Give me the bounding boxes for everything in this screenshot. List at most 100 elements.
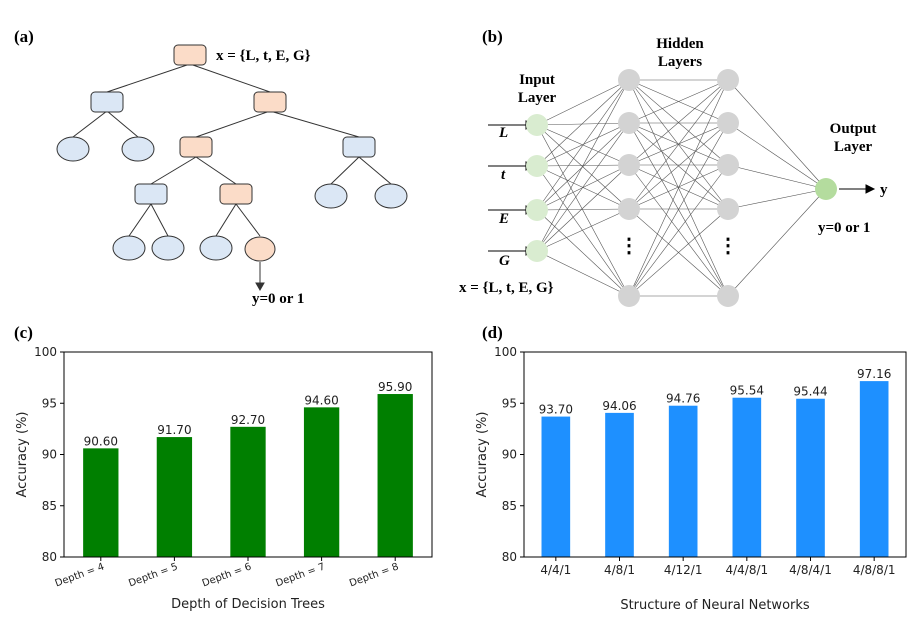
x-tick-label: Depth = 5	[127, 561, 179, 589]
bar	[668, 405, 698, 557]
tree-decision-node	[219, 183, 253, 205]
y-tick-label: 90	[502, 448, 517, 462]
bar-chart-decision-tree-depth: 80 85 90 95 100 90.60 Depth = 4 91.70 Depth = 5 9…	[15, 345, 433, 612]
decision-tree-diagram: (a)	[14, 27, 408, 307]
y-tick-label: 85	[502, 499, 517, 513]
x-axis-label: Depth of Decision Trees	[171, 597, 325, 612]
input-var-L: L	[498, 125, 508, 141]
input-neuron	[526, 114, 548, 136]
network-connection	[536, 122, 630, 211]
bar	[303, 407, 340, 557]
network-connection	[727, 164, 827, 190]
network-connection	[727, 188, 827, 210]
bar	[156, 437, 193, 557]
bar-value-label: 90.60	[84, 434, 118, 448]
tree-output-annotation: y=0 or 1	[252, 291, 304, 307]
input-neuron	[526, 199, 548, 221]
tree-leaf-node	[112, 235, 146, 261]
hidden-neuron	[717, 198, 739, 220]
tree-leaf-node	[314, 183, 348, 209]
input-layer-title-line1: Input	[519, 72, 555, 88]
network-connection	[628, 164, 729, 297]
output-layer-title-line1: Output	[830, 121, 877, 137]
y-axis-label: Accuracy (%)	[15, 412, 30, 498]
tree-edges	[72, 63, 392, 292]
input-var-t: t	[501, 167, 506, 183]
y-tick-label: 80	[502, 550, 517, 564]
hidden-neuron	[717, 154, 739, 176]
tree-decision-node	[179, 136, 213, 158]
hidden-layer-1-ellipsis: ⋮	[619, 235, 639, 257]
network-connection	[727, 188, 827, 297]
bar-value-label: 92.70	[231, 413, 265, 427]
hidden-neuron	[618, 285, 640, 307]
tree-leaf-node	[121, 136, 155, 162]
output-neuron	[815, 178, 837, 200]
bar	[377, 394, 413, 557]
bar	[541, 416, 571, 557]
bar-value-label: 95.54	[730, 384, 764, 398]
network-nodes	[526, 69, 837, 307]
plot-frame	[523, 351, 907, 558]
hidden-neuron	[717, 285, 739, 307]
plot-frame	[63, 351, 433, 558]
network-connection	[628, 79, 729, 124]
network-connection	[628, 122, 729, 210]
tree-leaf-node	[151, 235, 185, 261]
y-tick-label: 100	[494, 345, 517, 359]
hidden-neuron	[618, 69, 640, 91]
network-connection	[536, 208, 630, 211]
panel-label-a: (a)	[14, 27, 34, 46]
tree-output-leaf-node	[244, 236, 276, 262]
hidden-neuron	[618, 112, 640, 134]
network-connection	[536, 250, 630, 297]
network-connection	[628, 79, 729, 210]
x-tick-label: 4/8/4/1	[789, 563, 832, 577]
x-tick-label: 4/12/1	[664, 563, 703, 577]
input-neuron	[526, 155, 548, 177]
output-layer-title-line2: Layer	[834, 139, 873, 155]
output-arrow	[839, 184, 876, 194]
x-tick-label: 4/4/1	[540, 563, 571, 577]
bar	[605, 412, 634, 557]
bar	[796, 398, 825, 557]
network-connection	[628, 79, 729, 166]
network-connection	[536, 124, 630, 297]
network-connection	[536, 165, 630, 297]
x-axis-label: Structure of Neural Networks	[620, 598, 810, 613]
network-connection	[536, 208, 630, 252]
panel-label-c: (c)	[14, 323, 33, 342]
bar-value-label: 95.44	[793, 385, 827, 399]
input-neuron	[526, 240, 548, 262]
bar-value-label: 95.90	[378, 380, 412, 394]
network-connection	[628, 122, 729, 166]
x-tick-label: Depth = 4	[54, 561, 106, 589]
bar-value-label: 94.06	[602, 399, 636, 413]
network-connection	[628, 122, 729, 297]
network-connection	[536, 122, 630, 126]
bar	[732, 397, 762, 557]
tree-input-annotation: x = {L, t, E, G}	[216, 48, 311, 64]
x-tick-label: 4/8/8/1	[853, 563, 896, 577]
x-tick-label: Depth = 7	[274, 561, 326, 589]
tree-decision-node	[134, 183, 168, 205]
x-tick-label: 4/8/1	[604, 563, 635, 577]
network-connection	[536, 124, 630, 210]
tree-leaf-node	[199, 235, 233, 261]
panel-label-d: (d)	[482, 323, 503, 342]
network-connections	[536, 79, 827, 297]
input-arrows	[488, 120, 536, 256]
tree-decision-node	[342, 136, 376, 158]
network-connection	[727, 122, 827, 190]
y-tick-label: 85	[42, 499, 57, 513]
network-connection	[727, 79, 827, 190]
y-tick-label: 95	[502, 396, 517, 410]
y-tick-label: 80	[42, 550, 57, 564]
network-connection	[536, 79, 630, 167]
network-connection	[536, 79, 630, 126]
hidden-neuron	[618, 154, 640, 176]
neural-network-diagram: (b) Hidden Layers Input Layer Output Lay…	[459, 27, 888, 307]
bar-chart-neural-network-structure: 80 85 90 95 100 93.70 4/4/1 94.06 4/8/1 94.76 4/12…	[475, 345, 907, 613]
network-input-annotation: x = {L, t, E, G}	[459, 280, 554, 296]
bar-value-label: 94.76	[666, 392, 700, 406]
